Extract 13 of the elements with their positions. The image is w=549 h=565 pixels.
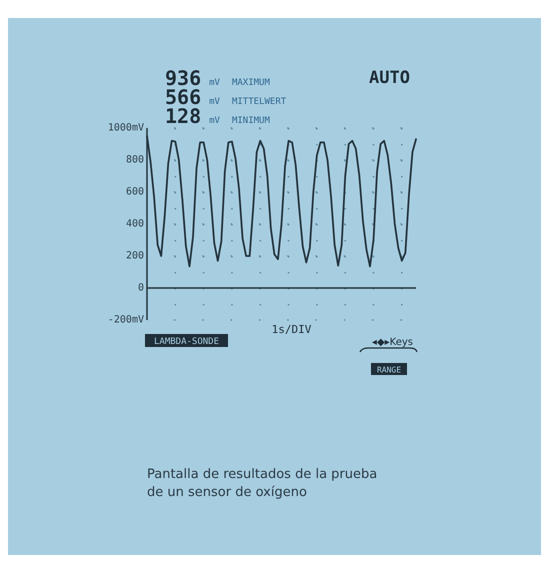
- y-tick-label: 200: [126, 250, 144, 262]
- y-tick-label: 800: [126, 154, 144, 166]
- text: Pantalla de resultados de la prueba de un sensor de oxígeno: [147, 467, 378, 500]
- text: ◂◆▸Keys: [372, 337, 413, 348]
- y-tick-label: 0: [138, 282, 144, 294]
- y-tick-label: -200mV: [108, 314, 144, 326]
- y-tick-label: 1000mV: [108, 122, 144, 134]
- x-axis-title: 1s/DIV: [272, 323, 312, 336]
- y-tick-label: 400: [126, 218, 144, 230]
- text: AUTO: [369, 68, 410, 88]
- text: RANGE: [376, 366, 402, 374]
- y-tick-label: 600: [126, 186, 144, 198]
- text: LAMBDA-SONDE: [154, 337, 220, 347]
